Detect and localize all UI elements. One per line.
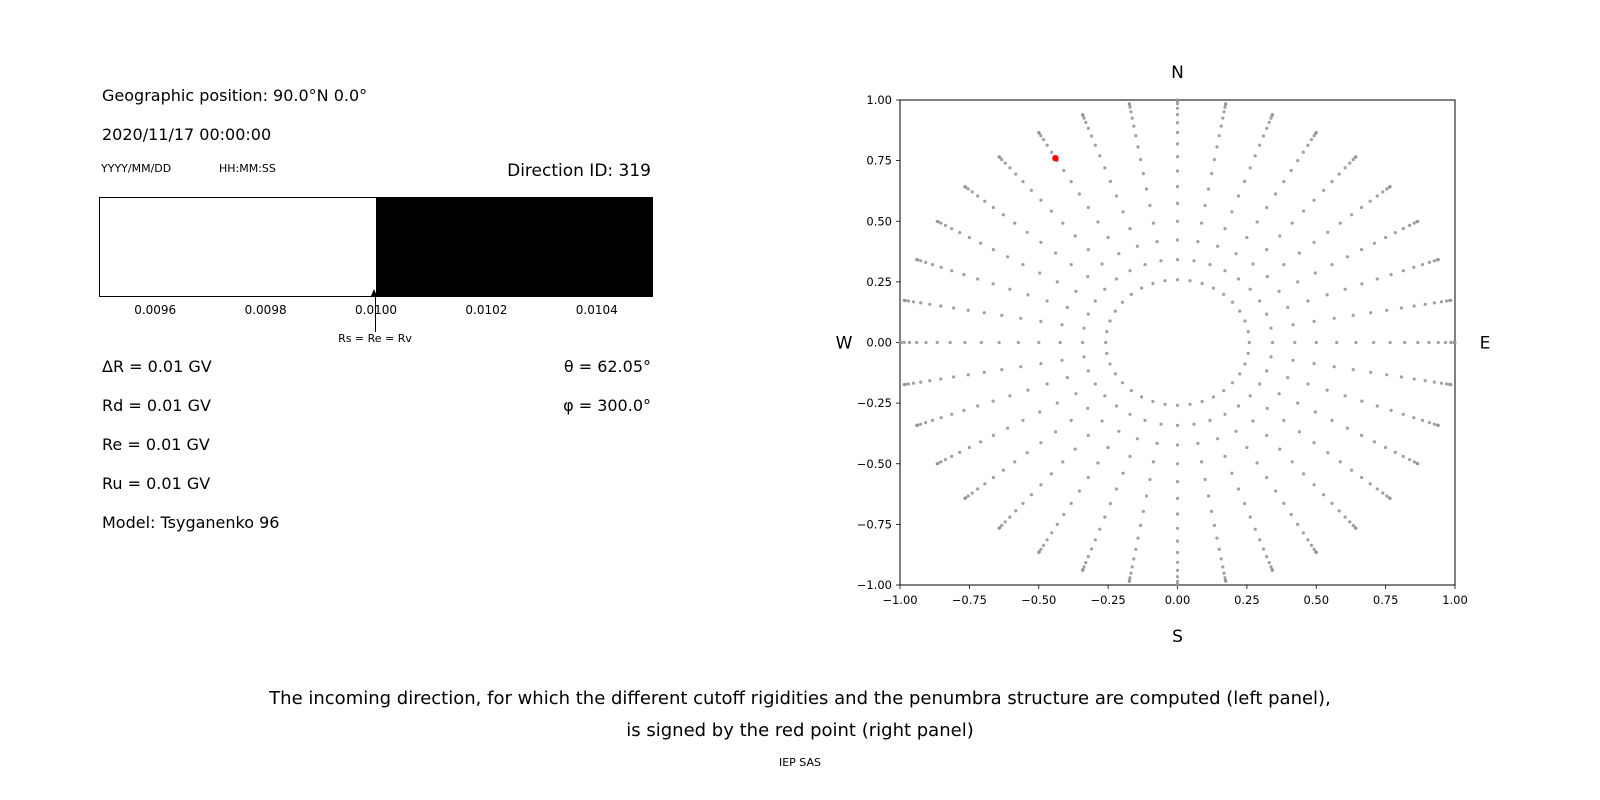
x-tick-label: 1.00 [1442, 593, 1468, 607]
y-tick-label: −1.00 [857, 578, 892, 592]
penumbra-axis-ticks: 0.0096 0.0098 0.0100 0.0102 0.0104 [100, 303, 652, 319]
compass-west-label: W [836, 334, 853, 354]
penumbra-region [100, 198, 376, 296]
geo-position-text: Geographic position: 90.0°N 0.0° [102, 86, 368, 105]
date-format-label: YYYY/MM/DD [101, 162, 172, 175]
red-point [1052, 155, 1059, 162]
delta-r-text: ΔR = 0.01 GV [102, 357, 212, 376]
phi-text: φ = 300.0° [563, 396, 651, 415]
direction-scatter-plot: −1.00 −0.75 −0.50 −0.25 0.00 0.25 0.50 0.75 1.00… [836, 63, 1491, 647]
grey-points-group [898, 98, 1457, 587]
x-tick-label: 0.50 [1303, 593, 1329, 607]
model-text: Model: Tsyganenko 96 [102, 513, 280, 532]
plot-frame [899, 99, 1456, 586]
caption-line2: is signed by the red point (right panel) [626, 720, 974, 741]
rd-text: Rd = 0.01 GV [102, 396, 211, 415]
x-tick-label: −1.00 [882, 593, 917, 607]
marker-label: Rs = Re = Rv [338, 332, 412, 345]
compass-east-label: E [1480, 334, 1491, 354]
marker-arrow-head-icon [371, 289, 377, 296]
ru-text: Ru = 0.01 GV [102, 474, 211, 493]
penumbra-tick-label: 0.0098 [244, 303, 287, 317]
y-tick-label: 0.75 [866, 154, 892, 168]
y-tick-label: −0.50 [857, 457, 892, 471]
penumbra-tick-label: 0.0104 [575, 303, 618, 317]
x-tick-label: −0.75 [952, 593, 987, 607]
x-tick-label: −0.25 [1091, 593, 1126, 607]
x-tick-label: 0.75 [1373, 593, 1399, 607]
y-tick-label: 0.50 [866, 214, 892, 228]
y-tick-label: 1.00 [866, 93, 892, 107]
y-tick-label: −0.75 [857, 517, 892, 531]
credit-text: IEP SAS [778, 756, 822, 769]
penumbra-tick-label: 0.0102 [465, 303, 508, 317]
y-tick-label: −0.25 [857, 396, 892, 410]
x-tick-label: 0.25 [1234, 593, 1260, 607]
penumbra-strip [99, 197, 653, 297]
datetime-text: 2020/11/17 00:00:00 [102, 125, 272, 144]
theta-text: θ = 62.05° [563, 357, 651, 376]
compass-south-label: S [1172, 627, 1183, 647]
penumbra-tick-label: 0.0096 [134, 303, 177, 317]
y-tick-label: 0.25 [866, 275, 892, 289]
penumbra-tick-label: 0.0100 [355, 303, 397, 317]
compass-north-label: N [1171, 63, 1184, 83]
y-tick-label: 0.00 [866, 336, 892, 350]
marker-arrow-line [374, 296, 376, 332]
time-format-label: HH:MM:SS [219, 162, 276, 175]
x-tick-label: −0.50 [1021, 593, 1056, 607]
re-text: Re = 0.01 GV [102, 435, 210, 454]
x-tick-label: 0.00 [1165, 593, 1191, 607]
direction-id-text: Direction ID: 319 [507, 161, 651, 181]
penumbra-region [376, 198, 652, 296]
caption-line1: The incoming direction, for which the di… [269, 688, 1331, 709]
